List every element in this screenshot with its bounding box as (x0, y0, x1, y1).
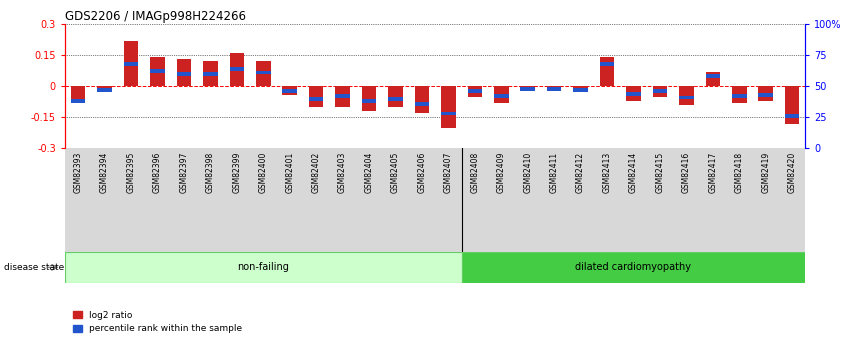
Text: GSM82419: GSM82419 (761, 151, 770, 193)
Text: dilated cardiomyopathy: dilated cardiomyopathy (576, 263, 691, 272)
Bar (71, 99, 86, 103)
Text: GSM82413: GSM82413 (603, 151, 611, 193)
Bar (547, 86, 561, 90)
Text: GSM82407: GSM82407 (444, 151, 453, 193)
Bar (785, 114, 799, 118)
Legend: log2 ratio, percentile rank within the sample: log2 ratio, percentile rank within the s… (69, 307, 246, 337)
Bar (626, 86, 641, 101)
Bar (520, 86, 535, 90)
Text: disease state: disease state (4, 263, 65, 272)
Bar (547, 87, 561, 91)
Bar (441, 112, 456, 116)
Bar (706, 72, 721, 86)
Bar (600, 57, 614, 86)
Bar (150, 57, 165, 86)
Bar (282, 86, 297, 95)
Bar (309, 86, 323, 107)
Text: GSM82418: GSM82418 (734, 151, 744, 193)
Text: GSM82404: GSM82404 (365, 151, 373, 193)
Bar (732, 94, 746, 98)
Text: GSM82415: GSM82415 (656, 151, 664, 193)
Bar (65, 252, 462, 283)
Bar (309, 97, 323, 100)
Bar (785, 86, 799, 124)
Bar (335, 94, 350, 98)
Bar (759, 86, 773, 101)
Text: GSM82401: GSM82401 (285, 151, 294, 193)
Bar (653, 86, 667, 97)
Bar (679, 86, 694, 105)
Bar (732, 86, 746, 103)
Text: GSM82410: GSM82410 (523, 151, 533, 193)
Text: GSM82420: GSM82420 (788, 151, 797, 193)
Bar (335, 86, 350, 107)
Bar (256, 71, 270, 75)
Bar (229, 67, 244, 71)
Text: GSM82403: GSM82403 (338, 151, 347, 193)
Bar (256, 61, 270, 86)
Bar (362, 99, 377, 103)
Bar (388, 97, 403, 100)
Text: GSM82417: GSM82417 (708, 151, 717, 193)
Text: GSM82397: GSM82397 (179, 151, 189, 193)
Bar (204, 61, 217, 86)
Text: GSM82395: GSM82395 (126, 151, 136, 193)
Bar (468, 89, 482, 93)
Bar (759, 93, 773, 97)
Bar (462, 252, 805, 283)
Text: GSM82402: GSM82402 (312, 151, 320, 193)
Bar (362, 86, 377, 111)
Text: GSM82416: GSM82416 (682, 151, 691, 193)
Bar (600, 62, 614, 66)
Bar (97, 88, 112, 92)
Text: GSM82408: GSM82408 (470, 151, 479, 193)
Bar (626, 92, 641, 96)
Bar (97, 86, 112, 90)
Text: GSM82394: GSM82394 (100, 151, 109, 193)
Bar (150, 69, 165, 73)
Text: GSM82393: GSM82393 (74, 151, 82, 193)
Bar (679, 96, 694, 99)
Bar (441, 86, 456, 128)
Bar (468, 86, 482, 97)
Text: non-failing: non-failing (237, 263, 289, 272)
Bar (573, 86, 588, 90)
Text: GSM82405: GSM82405 (391, 151, 400, 193)
Bar (177, 59, 191, 86)
Text: GSM82396: GSM82396 (153, 151, 162, 193)
Bar (124, 41, 139, 86)
Text: GSM82398: GSM82398 (206, 151, 215, 193)
Text: GDS2206 / IMAGp998H224266: GDS2206 / IMAGp998H224266 (65, 10, 246, 23)
Bar (282, 89, 297, 93)
Bar (494, 86, 508, 103)
Bar (415, 102, 430, 106)
Text: GSM82399: GSM82399 (232, 151, 242, 193)
Text: GSM82414: GSM82414 (629, 151, 638, 193)
Bar (494, 94, 508, 98)
Text: GSM82412: GSM82412 (576, 151, 585, 193)
Text: GSM82411: GSM82411 (550, 151, 559, 193)
Bar (706, 75, 721, 78)
Text: GSM82406: GSM82406 (417, 151, 426, 193)
Bar (388, 86, 403, 107)
Text: GSM82400: GSM82400 (259, 151, 268, 193)
Text: GSM82409: GSM82409 (497, 151, 506, 193)
Bar (204, 72, 217, 76)
Bar (124, 62, 139, 66)
Bar (573, 88, 588, 92)
Bar (177, 72, 191, 76)
Bar (71, 86, 86, 101)
Bar (653, 89, 667, 93)
Bar (415, 86, 430, 113)
Bar (520, 87, 535, 91)
Bar (229, 53, 244, 86)
